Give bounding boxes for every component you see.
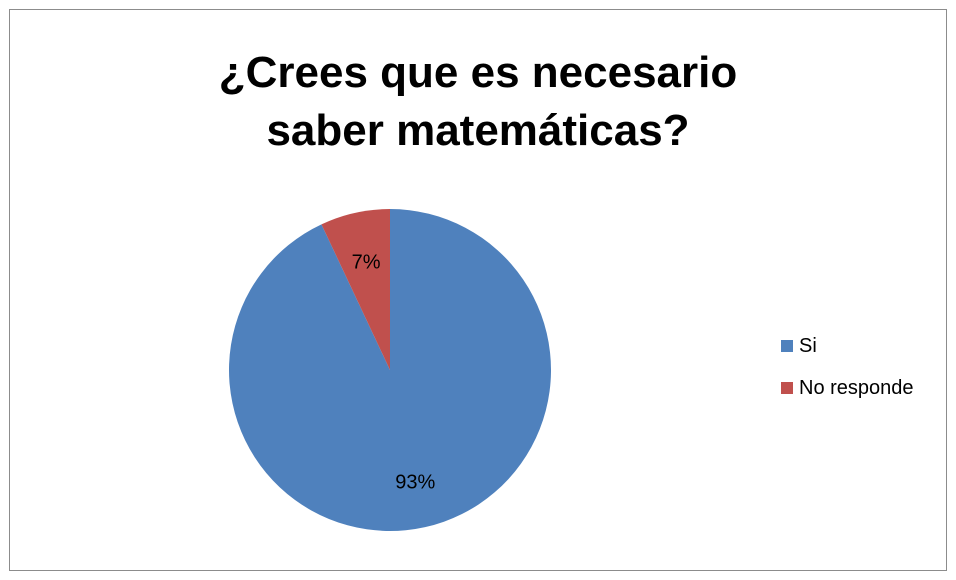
legend-item-no-responde: No responde bbox=[781, 377, 914, 399]
legend-swatch-no-responde bbox=[781, 382, 793, 394]
legend: Si No responde bbox=[781, 335, 914, 419]
pie-slice-si bbox=[229, 209, 552, 531]
chart-title: ¿Crees que es necesario saber matemática… bbox=[218, 48, 738, 155]
legend-label-no-responde: No responde bbox=[799, 376, 914, 399]
data-label-no-responde: 7% bbox=[352, 251, 381, 273]
legend-item-si: Si bbox=[781, 335, 914, 357]
pie-slice-no-responde bbox=[321, 209, 390, 370]
pie-chart: 93% 7% bbox=[229, 209, 552, 531]
chart-area: ¿Crees que es necesario saber matemática… bbox=[9, 9, 947, 571]
data-label-si: 93% bbox=[395, 471, 435, 493]
legend-label-si: Si bbox=[799, 334, 817, 357]
legend-swatch-si bbox=[781, 340, 793, 352]
